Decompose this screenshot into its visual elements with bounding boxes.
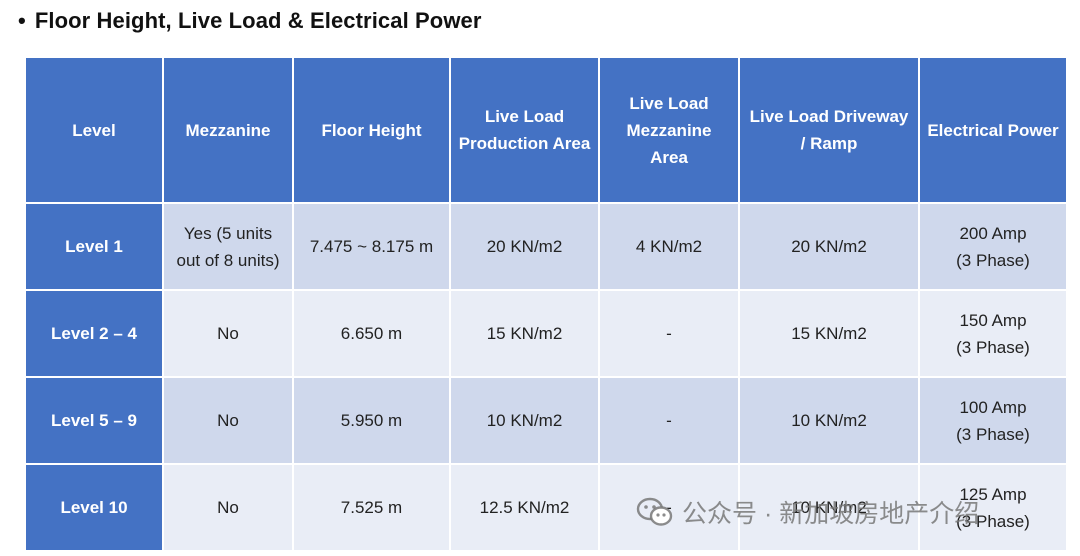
cell-live-load-production: 12.5 KN/m2 xyxy=(451,465,598,550)
cell-electrical-power: 200 Amp (3 Phase) xyxy=(920,204,1066,289)
power-amp: 125 Amp xyxy=(959,484,1027,504)
cell-floor-height: 6.650 m xyxy=(294,291,449,376)
table-row: Level 2 – 4 No 6.650 m 15 KN/m2 - 15 KN/… xyxy=(26,291,1066,376)
watermark-text: 公众号 · 新加坡房地产介绍 xyxy=(682,500,980,528)
header-electrical-power: Electrical Power xyxy=(920,58,1066,202)
cell-live-load-mezzanine: - xyxy=(600,378,738,463)
page-heading: • Floor Height, Live Load & Electrical Po… xyxy=(18,8,482,34)
row-level: Level 2 – 4 xyxy=(26,291,162,376)
cell-live-load-driveway: 20 KN/m2 xyxy=(740,204,918,289)
cell-live-load-mezzanine: - xyxy=(600,291,738,376)
power-phase: (3 Phase) xyxy=(956,250,1030,270)
power-amp: 100 Amp xyxy=(959,397,1027,417)
header-floor-height: Floor Height xyxy=(294,58,449,202)
header-live-load-mezzanine: Live Load Mezzanine Area xyxy=(600,58,738,202)
header-row: Level Mezzanine Floor Height Live Load P… xyxy=(26,58,1066,202)
cell-live-load-driveway: 10 KN/m2 xyxy=(740,378,918,463)
cell-mezzanine: No xyxy=(164,465,292,550)
header-live-load-production: Live Load Production Area xyxy=(451,58,598,202)
cell-live-load-production: 20 KN/m2 xyxy=(451,204,598,289)
cell-live-load-mezzanine: 4 KN/m2 xyxy=(600,204,738,289)
cell-live-load-production: 15 KN/m2 xyxy=(451,291,598,376)
cell-mezzanine: Yes (5 units out of 8 units) xyxy=(164,204,292,289)
cell-mezzanine: No xyxy=(164,378,292,463)
cell-electrical-power: 150 Amp (3 Phase) xyxy=(920,291,1066,376)
cell-mezzanine: No xyxy=(164,291,292,376)
header-level: Level xyxy=(26,58,162,202)
power-phase: (3 Phase) xyxy=(956,337,1030,357)
heading-text: Floor Height, Live Load & Electrical Pow… xyxy=(34,8,482,33)
header-live-load-driveway: Live Load Driveway / Ramp xyxy=(740,58,918,202)
power-amp: 200 Amp xyxy=(959,223,1027,243)
header-mezzanine: Mezzanine xyxy=(164,58,292,202)
table-row: Level 1 Yes (5 units out of 8 units) 7.4… xyxy=(26,204,1066,289)
row-level: Level 1 xyxy=(26,204,162,289)
power-amp: 150 Amp xyxy=(959,310,1027,330)
cell-live-load-production: 10 KN/m2 xyxy=(451,378,598,463)
row-level: Level 10 xyxy=(26,465,162,550)
cell-live-load-mezzanine: - xyxy=(600,465,738,550)
heading-bullet: • xyxy=(18,8,26,33)
cell-floor-height: 7.525 m xyxy=(294,465,449,550)
table-row: Level 5 – 9 No 5.950 m 10 KN/m2 - 10 KN/… xyxy=(26,378,1066,463)
table-row: Level 10 No 7.525 m 12.5 KN/m2 - 10 KN/m… xyxy=(26,465,1066,550)
cell-electrical-power: 125 Amp (3 Phase) xyxy=(920,465,1066,550)
power-phase: (3 Phase) xyxy=(956,511,1030,531)
cell-floor-height: 5.950 m xyxy=(294,378,449,463)
spec-table: Level Mezzanine Floor Height Live Load P… xyxy=(24,56,1068,552)
watermark: 公众号 · 新加坡房地产介绍 xyxy=(636,492,979,532)
cell-electrical-power: 100 Amp (3 Phase) xyxy=(920,378,1066,463)
cell-live-load-driveway: 15 KN/m2 xyxy=(740,291,918,376)
row-level: Level 5 – 9 xyxy=(26,378,162,463)
wechat-icon xyxy=(636,497,674,527)
cell-live-load-driveway: 10 KN/m2 xyxy=(740,465,918,550)
power-phase: (3 Phase) xyxy=(956,424,1030,444)
spec-table-container: Level Mezzanine Floor Height Live Load P… xyxy=(24,56,1068,552)
cell-floor-height: 7.475 ~ 8.175 m xyxy=(294,204,449,289)
